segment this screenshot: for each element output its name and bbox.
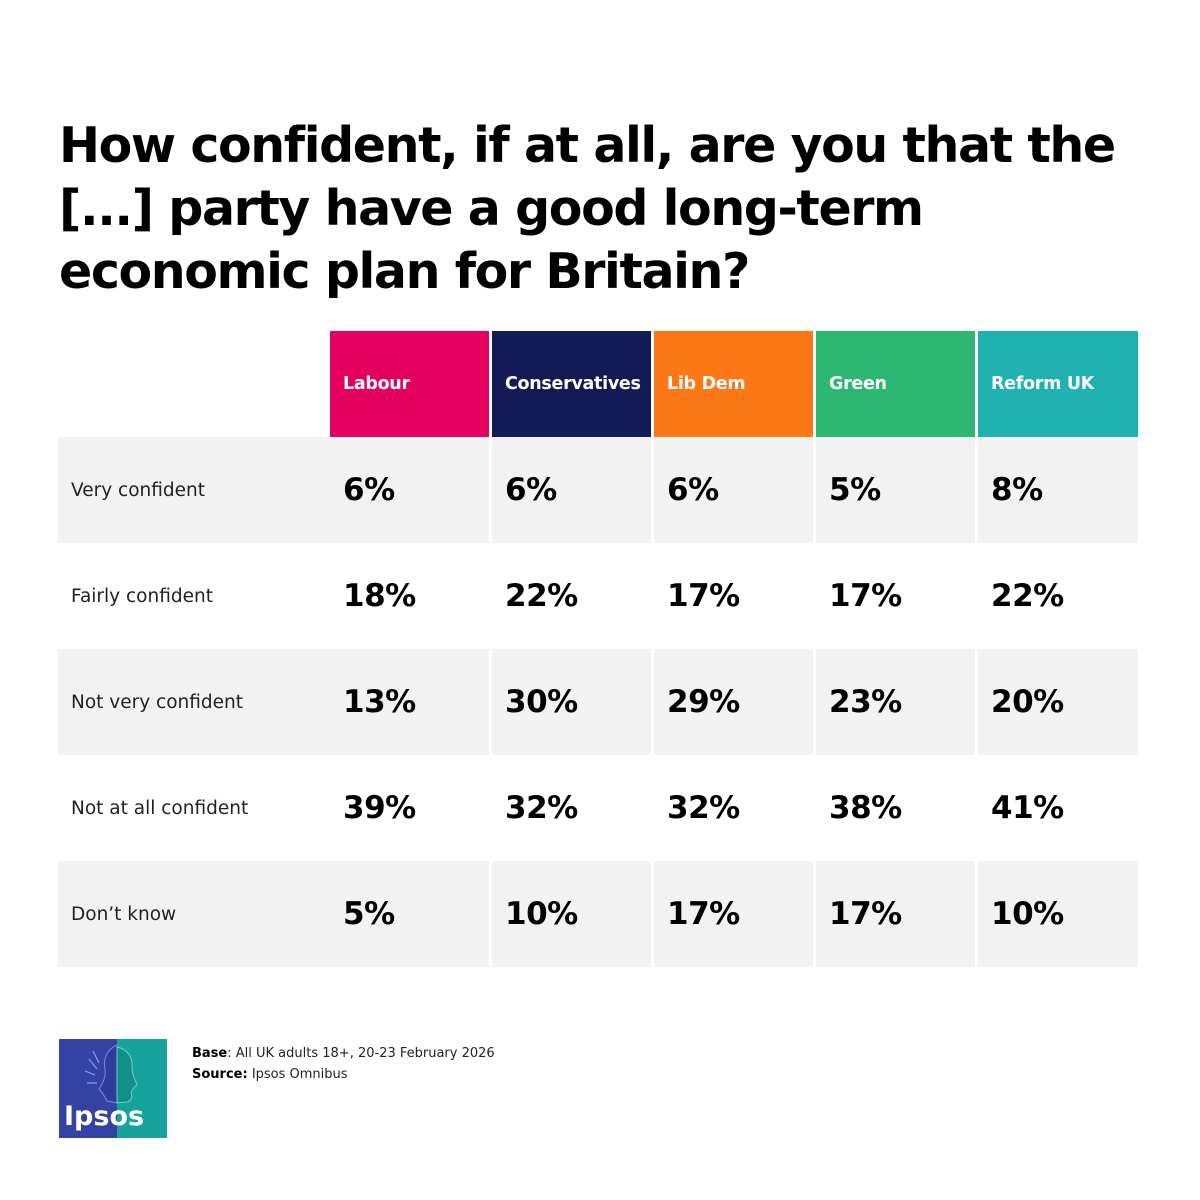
column-header-lib-dem: Lib Dem: [654, 331, 814, 437]
source-note: Source: Ipsos Omnibus: [192, 1064, 495, 1085]
ipsos-logo: Ipsos: [59, 1039, 167, 1138]
table-cell: 23%: [829, 684, 902, 720]
column-header-green: Green: [816, 331, 976, 437]
table-cell: 30%: [505, 684, 578, 720]
table-cell: 20%: [991, 684, 1064, 720]
row-label: Not at all confident: [71, 797, 249, 819]
column-divider: [651, 331, 654, 967]
table-cell: 10%: [505, 896, 578, 932]
table-cell: 41%: [991, 790, 1064, 826]
table-row: [58, 861, 1138, 967]
table-cell: 32%: [667, 790, 740, 826]
base-note: Base: All UK adults 18+, 20-23 February …: [192, 1043, 495, 1064]
table-cell: 38%: [829, 790, 902, 826]
column-header-labour: Labour: [330, 331, 490, 437]
source-text: Ipsos Omnibus: [247, 1067, 348, 1082]
column-header-conservatives: Conservatives: [492, 331, 652, 437]
table-cell: 5%: [343, 896, 395, 932]
table-cell: 29%: [667, 684, 740, 720]
page-title: How confident, if at all, are you that t…: [59, 117, 1116, 300]
table-cell: 6%: [343, 472, 395, 508]
table-cell: 13%: [343, 684, 416, 720]
logo-text: Ipsos: [64, 1101, 144, 1132]
table-cell: 22%: [505, 578, 578, 614]
table-cell: 6%: [505, 472, 557, 508]
base-label: Base: [192, 1046, 228, 1061]
column-header-reform-uk: Reform UK: [978, 331, 1138, 437]
table-cell: 17%: [829, 578, 902, 614]
table-cell: 10%: [991, 896, 1064, 932]
base-text: : All UK adults 18+, 20-23 February 2026: [227, 1046, 495, 1061]
column-divider: [489, 331, 492, 967]
column-divider: [975, 331, 978, 967]
row-label: Very confident: [71, 479, 206, 501]
table-cell: 22%: [991, 578, 1064, 614]
table-cell: 17%: [829, 896, 902, 932]
table-cell: 18%: [343, 578, 416, 614]
table-cell: 6%: [667, 472, 719, 508]
table-cell: 39%: [343, 790, 416, 826]
row-label: Fairly confident: [71, 585, 213, 607]
table-cell: 32%: [505, 790, 578, 826]
row-label: Not very confident: [71, 691, 244, 713]
table-cell: 8%: [991, 472, 1043, 508]
table-cell: 5%: [829, 472, 881, 508]
table-cell: 17%: [667, 896, 740, 932]
row-label: Don’t know: [71, 903, 177, 925]
source-label: Source:: [192, 1067, 248, 1082]
column-divider: [813, 331, 816, 967]
chart-footer: Base: All UK adults 18+, 20-23 February …: [192, 1043, 495, 1085]
table-row: [58, 649, 1138, 755]
table-cell: 17%: [667, 578, 740, 614]
table-row: [58, 437, 1138, 543]
ipsos-head-icon: Ipsos: [59, 1039, 167, 1138]
